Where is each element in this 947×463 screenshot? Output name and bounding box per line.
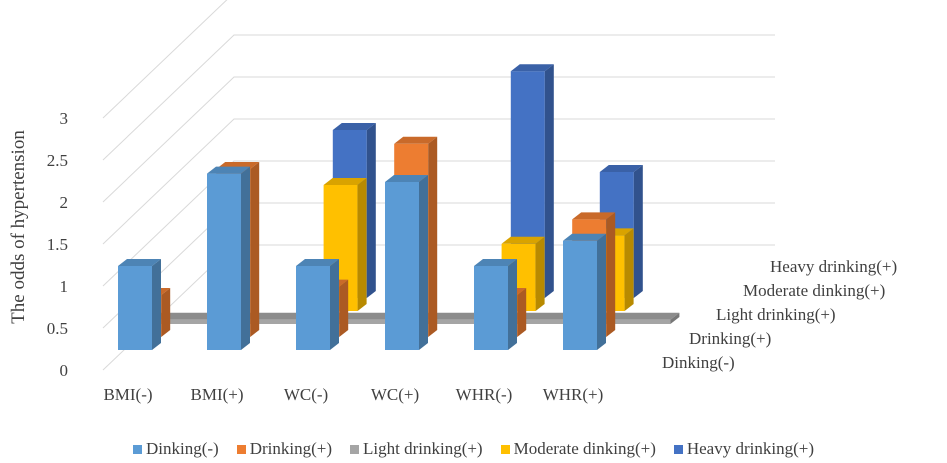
legend-swatch — [500, 444, 510, 454]
x-tick-labels: BMI(-) BMI(+) WC(-) WC(+) WHR(-) WHR(+) — [103, 385, 603, 404]
bar-side — [241, 166, 250, 350]
y-tick-label: 2.5 — [47, 151, 68, 170]
bar-dinking-whr — [474, 259, 517, 350]
legend-swatch — [350, 444, 359, 454]
legend-swatch — [132, 444, 142, 454]
y-axis-title: The odds of hypertension — [8, 130, 29, 324]
bar-top — [296, 259, 339, 266]
bar-side — [544, 64, 554, 298]
bar-front — [225, 319, 315, 324]
gridline — [102, 118, 775, 245]
depth-label: Moderate dinking(+) — [743, 281, 885, 300]
bar-top — [474, 259, 517, 266]
gridline — [102, 0, 228, 119]
bar-side — [357, 178, 367, 311]
depth-label: Dinking(-) — [662, 353, 735, 372]
bar-top — [385, 175, 428, 182]
legend-label: Drinking(+) — [249, 439, 332, 458]
bar-side — [419, 175, 428, 350]
gridline — [102, 34, 775, 161]
bar-top — [501, 236, 545, 244]
bar-side — [535, 236, 545, 311]
bar-front — [207, 173, 241, 350]
bar-dinking-wc — [296, 259, 339, 350]
gridline — [102, 202, 775, 329]
legend-item-moderate-dinking: Moderate dinking(+) — [500, 437, 656, 461]
y-tick-label: 2 — [60, 193, 69, 212]
legend-swatch — [673, 444, 683, 454]
y-axis-label: The odds of hypertension — [4, 92, 34, 362]
legend-item-heavy-drinking: Heavy drinking(+) — [673, 437, 814, 461]
legend-item-dinking: Dinking(-) — [132, 437, 219, 461]
y-tick-label: 1.5 — [47, 235, 68, 254]
bar-front — [314, 319, 404, 324]
bar-side — [339, 279, 349, 337]
bar-top — [332, 123, 376, 130]
bar-side — [670, 312, 680, 324]
depth-axis-labels: Dinking(-) Drinking(+) Light drinking(+) Mo… — [662, 257, 897, 372]
y-tick-label: 0 — [60, 361, 69, 380]
x-tick-label: WC(-) — [284, 385, 328, 404]
legend-item-light-drinking: Light drinking(+) — [350, 437, 483, 461]
legend-item-drinking: Drinking(+) — [236, 437, 332, 461]
bars — [118, 64, 680, 350]
bar-front — [296, 266, 330, 350]
bar-top — [207, 166, 250, 174]
bar-front — [492, 319, 582, 324]
x-tick-label: BMI(+) — [190, 385, 243, 404]
x-tick-label: WC(+) — [371, 385, 419, 404]
bar-side — [606, 212, 616, 337]
legend: Dinking(-) Drinking(+) Light drinking(+) Mo… — [0, 437, 947, 461]
bar-dinking-bmi — [118, 259, 161, 350]
y-tick-labels: 0 0.5 1 1.5 2 2.5 3 — [47, 109, 68, 380]
bar-front — [474, 266, 508, 350]
legend-label: Moderate dinking(+) — [513, 439, 656, 458]
gridline — [102, 160, 775, 287]
bar-side — [508, 259, 517, 350]
y-tick-label: 0.5 — [47, 319, 68, 338]
bar-top — [118, 259, 161, 266]
bar-side — [624, 228, 634, 311]
legend-label: Dinking(-) — [145, 439, 219, 458]
gridline — [102, 244, 775, 371]
bar-front — [385, 182, 419, 350]
legend-swatch — [236, 444, 246, 454]
y-tick-label: 3 — [60, 109, 69, 128]
legend-label: Light drinking(+) — [363, 439, 483, 458]
bar-top — [563, 233, 606, 241]
bar-dinking-wc — [385, 175, 428, 350]
bar-top — [599, 165, 643, 172]
bar-top — [394, 136, 438, 144]
bar-front — [118, 266, 152, 350]
bar-side — [161, 288, 171, 337]
depth-label: Heavy drinking(+) — [770, 257, 897, 276]
legend-label: Heavy drinking(+) — [686, 439, 814, 458]
bar-top — [510, 64, 554, 72]
bar-side — [633, 165, 643, 298]
bar-front — [563, 240, 597, 350]
bar-side — [366, 123, 376, 298]
bar-side — [330, 259, 339, 350]
bar-dinking-whr — [563, 233, 606, 350]
bar-front — [136, 319, 226, 324]
bar-side — [428, 136, 438, 337]
depth-label: Drinking(+) — [689, 329, 771, 348]
bar-side — [250, 162, 260, 337]
y-tick-label: 1 — [60, 277, 69, 296]
gridline — [102, 76, 775, 203]
bar-side — [152, 259, 161, 350]
x-tick-label: BMI(-) — [103, 385, 152, 404]
bar-front — [403, 319, 493, 324]
bar-side — [597, 233, 606, 350]
x-tick-label: WHR(-) — [456, 385, 513, 404]
bar-front — [581, 319, 671, 324]
bar-top — [572, 212, 616, 220]
bar-dinking-bmi — [207, 166, 250, 350]
x-tick-label: WHR(+) — [543, 385, 604, 404]
bar-top — [323, 178, 367, 185]
depth-label: Light drinking(+) — [716, 305, 836, 324]
bar-side — [517, 288, 527, 337]
